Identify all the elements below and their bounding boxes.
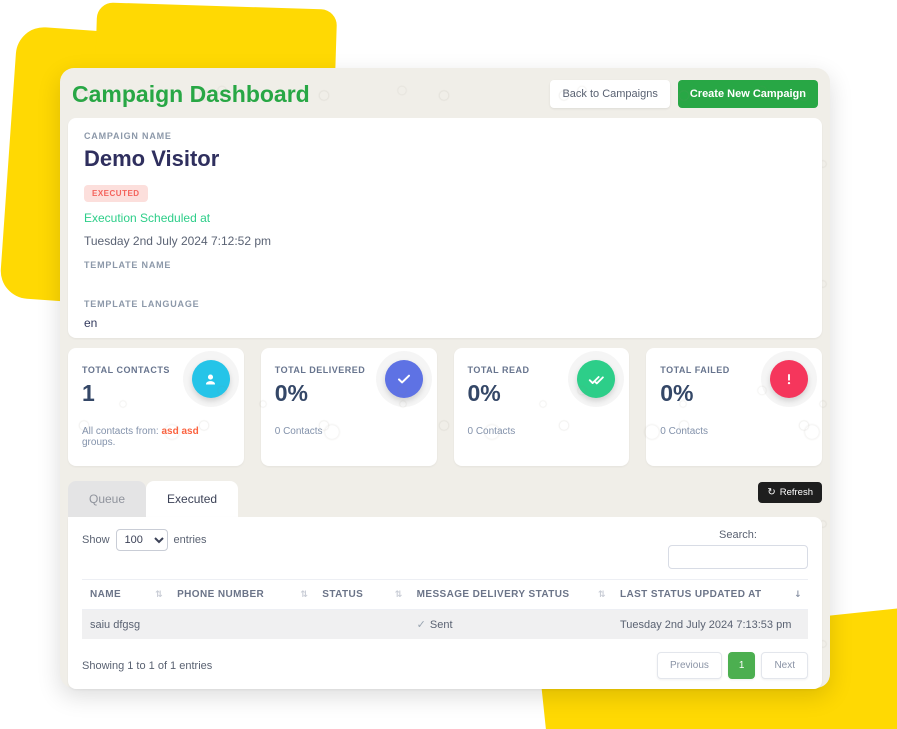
refresh-button[interactable]: ↻ Refresh	[758, 482, 822, 503]
stat-card-total-failed: TOTAL FAILED 0% 0 Contacts	[646, 348, 822, 466]
table-row[interactable]: saiu dfgsg ✓ Sent Tuesday 2nd July 2024 7…	[82, 609, 808, 640]
template-language-value: en	[84, 316, 98, 330]
check-icon	[384, 360, 423, 398]
sort-icon[interactable]: ⇅	[155, 589, 164, 600]
executed-table-panel: Show 100 entries Search: NAME ⇅	[68, 517, 822, 689]
cell-status	[314, 610, 408, 640]
back-to-campaigns-button[interactable]: Back to Campaigns	[550, 80, 670, 108]
execution-schedule-label: Execution Scheduled at	[84, 211, 211, 225]
campaign-name-value: Demo Visitor	[84, 146, 220, 171]
show-label: Show	[82, 534, 110, 546]
stat-footer-text: All contacts from:	[82, 426, 162, 437]
template-name-value	[84, 270, 806, 292]
exclamation-icon	[770, 360, 808, 398]
column-label: NAME	[90, 589, 122, 600]
stat-label: TOTAL DELIVERED	[274, 365, 366, 375]
cell-delivery-status: ✓ Sent	[409, 610, 612, 640]
dashboard-header: Campaign Dashboard Back to Campaigns Cre…	[60, 68, 830, 118]
stat-footer: 0 Contacts	[274, 426, 323, 437]
cell-updated-at: Tuesday 2nd July 2024 7:13:53 pm	[619, 618, 792, 631]
search-control: Search:	[668, 529, 808, 569]
stat-value: 0%	[274, 380, 308, 406]
column-header-name[interactable]: NAME ⇅	[82, 579, 170, 610]
tab-queue[interactable]: Queue	[68, 481, 147, 517]
delivery-status-text: Sent	[429, 619, 453, 631]
create-new-campaign-button[interactable]: Create New Campaign	[677, 80, 818, 108]
stats-row: TOTAL CONTACTS 1 All contacts from: asd …	[68, 348, 822, 466]
column-header-status[interactable]: STATUS ⇅	[314, 579, 409, 610]
table-controls: Show 100 entries Search:	[82, 529, 808, 569]
stat-value: 1	[82, 380, 95, 406]
entries-label: entries	[173, 534, 207, 546]
tabs-row: Queue Executed ↻ Refresh	[68, 481, 822, 517]
page-size-select[interactable]: 100	[115, 529, 168, 551]
stat-card-total-contacts: TOTAL CONTACTS 1 All contacts from: asd …	[68, 348, 244, 466]
search-label: Search:	[719, 529, 757, 541]
template-name-label: TEMPLATE NAME	[84, 260, 172, 270]
stat-value: 0%	[467, 380, 501, 406]
column-header-last-status-updated-at[interactable]: LAST STATUS UPDATED AT ↓	[611, 579, 808, 610]
previous-page-button[interactable]: Previous	[656, 652, 722, 679]
column-label: MESSAGE DELIVERY STATUS	[416, 589, 570, 600]
campaign-info-card: CAMPAIGN NAME Demo Visitor EXECUTED Exec…	[68, 118, 822, 338]
user-icon	[191, 360, 230, 398]
double-check-icon	[577, 360, 616, 398]
column-label: STATUS	[322, 589, 364, 600]
stat-value: 0%	[660, 380, 694, 406]
cell-name: saiu dfgsg	[90, 618, 141, 631]
column-label: LAST STATUS UPDATED AT	[619, 589, 762, 600]
stat-footer: All contacts from: asd asd groups.	[82, 426, 230, 448]
column-header-phone-number[interactable]: PHONE NUMBER ⇅	[169, 579, 315, 610]
stat-card-total-delivered: TOTAL DELIVERED 0% 0 Contacts	[260, 348, 437, 466]
sort-icon[interactable]: ⇅	[300, 589, 309, 600]
table-header-row: NAME ⇅ PHONE NUMBER ⇅ STATUS ⇅ MESSAGE	[82, 579, 808, 610]
column-label: PHONE NUMBER	[177, 589, 265, 600]
stat-footer: 0 Contacts	[660, 426, 709, 437]
template-language-label: TEMPLATE LANGUAGE	[84, 299, 200, 309]
search-input[interactable]	[668, 545, 808, 569]
pagination: Previous 1 Next	[656, 652, 808, 679]
sort-icon[interactable]: ⇅	[394, 589, 403, 600]
page-title: Campaign Dashboard	[72, 80, 310, 107]
sort-icon[interactable]: ⇅	[597, 589, 606, 600]
tab-executed[interactable]: Executed	[146, 481, 239, 517]
stat-footer-text: groups.	[82, 437, 116, 448]
execution-schedule-time: Tuesday 2nd July 2024 7:12:52 pm	[84, 234, 272, 248]
show-entries-control: Show 100 entries	[82, 529, 207, 551]
column-header-message-delivery-status[interactable]: MESSAGE DELIVERY STATUS ⇅	[408, 579, 612, 610]
refresh-label: Refresh	[779, 487, 813, 498]
page-1-button[interactable]: 1	[727, 652, 756, 679]
header-actions: Back to Campaigns Create New Campaign	[550, 80, 818, 108]
next-page-button[interactable]: Next	[761, 652, 808, 679]
stat-label: TOTAL CONTACTS	[82, 365, 170, 375]
entries-summary: Showing 1 to 1 of 1 entries	[82, 659, 213, 672]
refresh-icon: ↻	[767, 487, 776, 498]
stat-label: TOTAL FAILED	[660, 365, 730, 375]
stat-card-total-read: TOTAL READ 0% 0 Contacts	[453, 348, 630, 466]
status-badge: EXECUTED	[84, 185, 148, 202]
table-footer: Showing 1 to 1 of 1 entries Previous 1 N…	[82, 652, 808, 679]
dashboard-card: Campaign Dashboard Back to Campaigns Cre…	[60, 68, 830, 689]
stat-label: TOTAL READ	[467, 365, 530, 375]
cell-phone-number	[169, 610, 314, 640]
results-table: NAME ⇅ PHONE NUMBER ⇅ STATUS ⇅ MESSAGE	[82, 579, 808, 639]
campaign-name-label: CAMPAIGN NAME	[84, 131, 172, 141]
stat-footer: 0 Contacts	[467, 426, 516, 437]
contact-groups-highlight: asd asd	[161, 426, 199, 437]
sort-desc-icon[interactable]: ↓	[794, 589, 802, 600]
check-icon: ✓	[416, 618, 426, 631]
